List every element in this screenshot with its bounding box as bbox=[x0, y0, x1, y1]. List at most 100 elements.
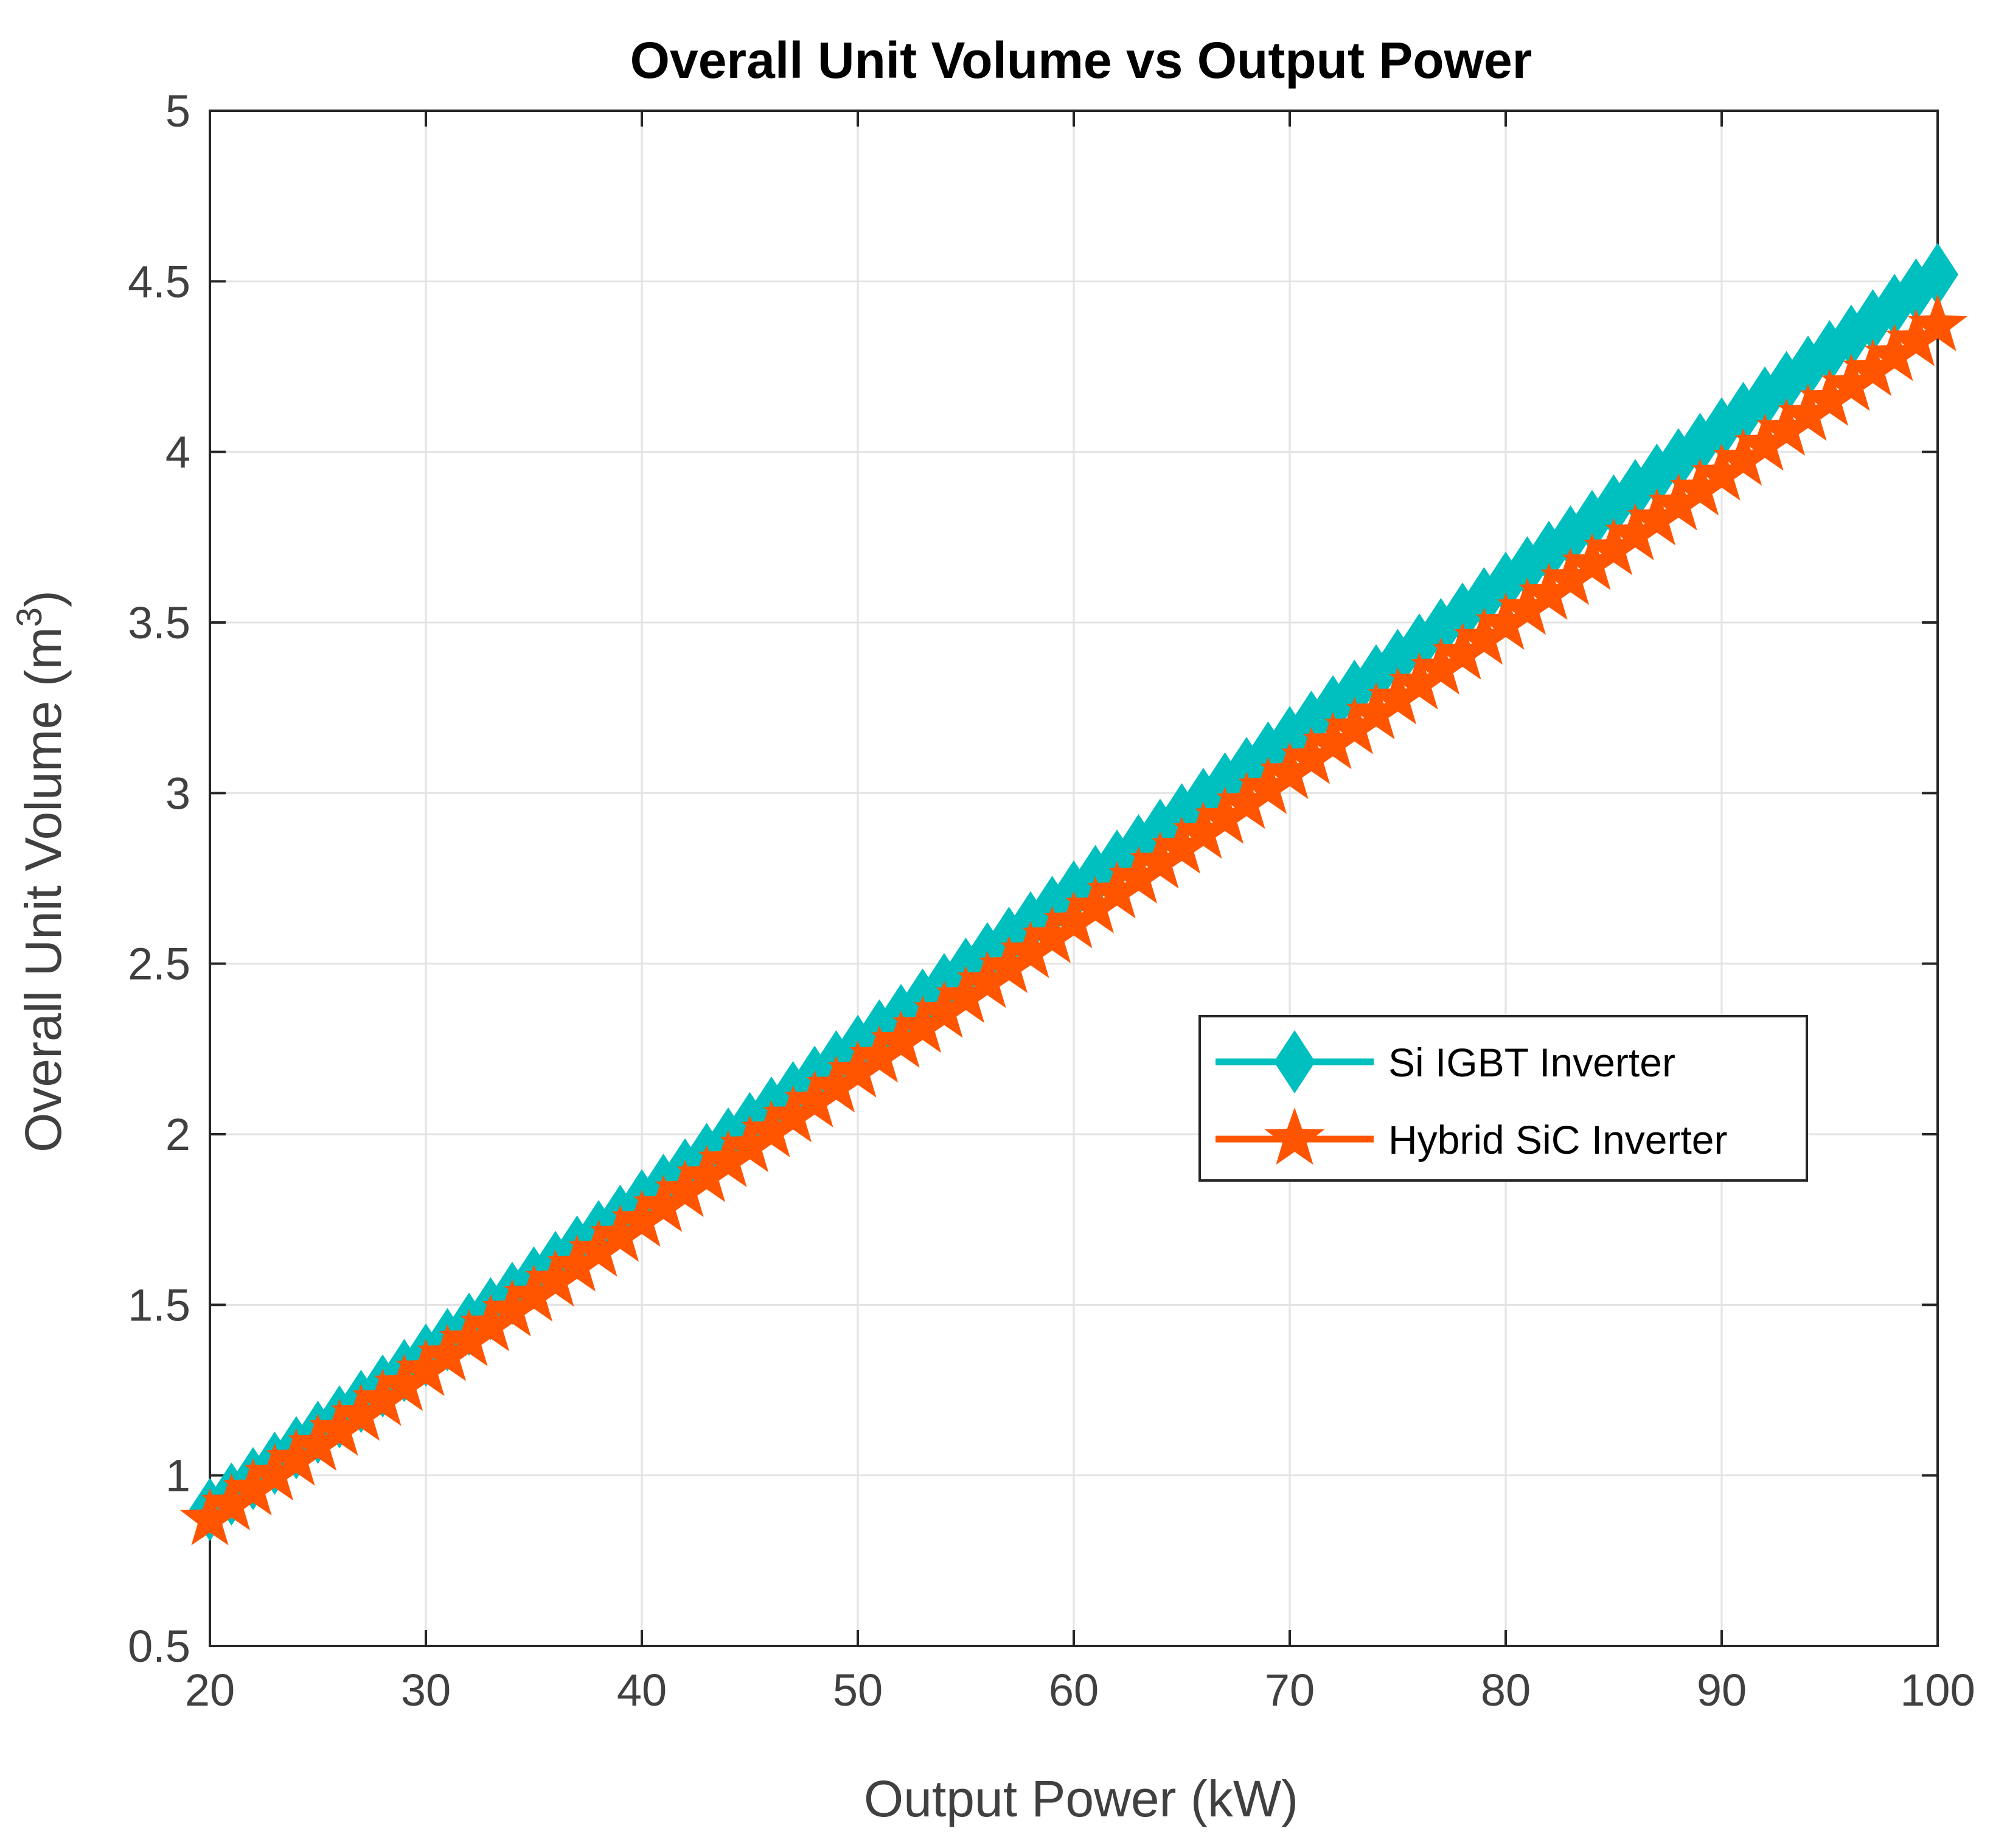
data-point-hybrid-sic bbox=[1843, 338, 1903, 396]
data-point-hybrid-sic bbox=[1886, 309, 1946, 366]
legend-label-si-igbt: Si IGBT Inverter bbox=[1388, 1040, 1675, 1085]
data-point-hybrid-sic bbox=[1497, 577, 1557, 635]
data-point-hybrid-sic bbox=[763, 1085, 823, 1143]
y-tick-label: 2.5 bbox=[128, 939, 190, 989]
data-point-hybrid-sic bbox=[395, 1339, 456, 1396]
data-point-hybrid-sic bbox=[1324, 697, 1385, 755]
chart-title: Overall Unit Volume vs Output Power bbox=[630, 32, 1532, 89]
data-point-hybrid-sic bbox=[720, 1115, 780, 1173]
data-point-hybrid-sic bbox=[352, 1369, 413, 1426]
data-point-hybrid-sic bbox=[633, 1174, 694, 1232]
legend-label-hybrid-sic: Hybrid SiC Inverter bbox=[1388, 1117, 1728, 1162]
data-point-hybrid-sic bbox=[374, 1353, 434, 1411]
data-point-hybrid-sic bbox=[1130, 831, 1191, 889]
data-point-hybrid-sic bbox=[1368, 667, 1428, 725]
data-point-hybrid-sic bbox=[827, 1040, 888, 1098]
data-point-hybrid-sic bbox=[1864, 324, 1925, 382]
data-point-hybrid-sic bbox=[1454, 607, 1514, 665]
y-tick-label: 0.5 bbox=[128, 1621, 190, 1672]
x-tick-label: 100 bbox=[1900, 1665, 1975, 1715]
data-point-hybrid-sic bbox=[1108, 846, 1169, 904]
data-point-hybrid-sic bbox=[1713, 428, 1773, 486]
data-point-hybrid-sic bbox=[1800, 368, 1860, 426]
data-point-hybrid-sic bbox=[1821, 354, 1882, 411]
y-tick-label: 4.5 bbox=[128, 256, 190, 307]
y-tick-label: 2 bbox=[165, 1109, 190, 1160]
data-point-hybrid-sic bbox=[655, 1159, 715, 1217]
data-point-hybrid-sic bbox=[806, 1055, 866, 1113]
y-axis-title-suffix: ) bbox=[15, 590, 72, 607]
x-tick-label: 50 bbox=[833, 1665, 883, 1715]
x-tick-label: 30 bbox=[401, 1665, 451, 1715]
series-hybrid-sic bbox=[179, 294, 1968, 1546]
data-point-hybrid-sic bbox=[309, 1398, 370, 1456]
data-point-hybrid-sic bbox=[288, 1413, 348, 1471]
data-point-hybrid-sic bbox=[1238, 756, 1298, 814]
data-point-hybrid-sic bbox=[461, 1294, 521, 1351]
y-axis-title: Overall Unit Volume (m3) bbox=[10, 590, 72, 1152]
y-tick-label: 4 bbox=[165, 427, 190, 478]
legend-entry-si-igbt: Si IGBT Inverter bbox=[1216, 1030, 1675, 1093]
data-point-hybrid-sic bbox=[1195, 786, 1255, 844]
data-point-hybrid-sic bbox=[266, 1428, 327, 1486]
data-point-hybrid-sic bbox=[1756, 398, 1817, 456]
data-point-hybrid-sic bbox=[201, 1473, 262, 1531]
data-point-hybrid-sic bbox=[1562, 532, 1623, 590]
x-tick-label: 40 bbox=[617, 1665, 667, 1715]
y-tick-label: 3 bbox=[165, 768, 190, 818]
data-point-hybrid-sic bbox=[1627, 488, 1687, 546]
data-point-hybrid-sic bbox=[547, 1234, 607, 1292]
ticks-layer: 20 30 40 50 60 70 80 90 100 0.5 1 1.5 2 2.5 3 3.5 4 4.5 5 bbox=[128, 86, 1975, 1715]
data-point-hybrid-sic bbox=[1432, 622, 1493, 680]
data-point-hybrid-sic bbox=[1000, 921, 1061, 978]
y-tick-label: 3.5 bbox=[128, 598, 190, 648]
data-point-hybrid-sic bbox=[677, 1145, 737, 1202]
x-tick-label: 80 bbox=[1481, 1665, 1531, 1715]
data-point-hybrid-sic bbox=[439, 1309, 499, 1367]
data-point-hybrid-sic bbox=[223, 1458, 283, 1516]
grid-layer bbox=[210, 111, 1938, 1646]
data-point-hybrid-sic bbox=[590, 1204, 650, 1262]
data-point-hybrid-sic bbox=[1043, 891, 1104, 949]
data-point-hybrid-sic bbox=[245, 1443, 305, 1501]
data-point-hybrid-sic bbox=[1346, 682, 1407, 739]
data-point-hybrid-sic bbox=[1216, 772, 1277, 829]
data-point-hybrid-sic bbox=[417, 1323, 478, 1381]
data-point-hybrid-sic bbox=[1411, 637, 1471, 695]
data-point-hybrid-sic bbox=[331, 1383, 391, 1441]
data-point-hybrid-sic bbox=[1022, 905, 1082, 963]
data-point-hybrid-sic bbox=[1152, 816, 1212, 874]
legend-marker-si-igbt bbox=[1274, 1030, 1315, 1093]
data-point-hybrid-sic bbox=[698, 1129, 759, 1187]
data-point-hybrid-sic bbox=[1475, 592, 1536, 650]
y-axis-title-superscript: 3 bbox=[10, 607, 49, 627]
data-point-hybrid-sic bbox=[849, 1025, 910, 1083]
data-point-si-igbt bbox=[1831, 304, 1872, 368]
x-tick-label: 90 bbox=[1697, 1665, 1747, 1715]
x-axis-title: Output Power (kW) bbox=[864, 1770, 1298, 1827]
data-point-hybrid-sic bbox=[525, 1249, 586, 1307]
data-point-si-igbt bbox=[1917, 243, 1958, 307]
legend-marker-hybrid-sic bbox=[1264, 1107, 1325, 1165]
data-point-hybrid-sic bbox=[1670, 458, 1730, 516]
data-point-hybrid-sic bbox=[1540, 548, 1601, 605]
data-point-hybrid-sic bbox=[1259, 742, 1320, 800]
data-point-hybrid-sic bbox=[179, 1488, 240, 1546]
data-point-hybrid-sic bbox=[936, 966, 996, 1023]
data-point-hybrid-sic bbox=[1281, 727, 1341, 784]
data-point-hybrid-sic bbox=[1065, 876, 1125, 933]
y-tick-label: 1.5 bbox=[128, 1280, 190, 1330]
data-point-hybrid-sic bbox=[1648, 473, 1709, 531]
legend: Si IGBT Inverter Hybrid SiC Inverter bbox=[1198, 1015, 1808, 1182]
data-point-hybrid-sic bbox=[1087, 861, 1147, 919]
data-point-hybrid-sic bbox=[914, 980, 975, 1038]
data-point-si-igbt bbox=[1852, 289, 1894, 353]
data-point-hybrid-sic bbox=[1778, 383, 1838, 441]
data-point-hybrid-sic bbox=[568, 1219, 629, 1277]
data-point-hybrid-sic bbox=[741, 1100, 802, 1157]
x-tick-label: 60 bbox=[1049, 1665, 1099, 1715]
data-point-hybrid-sic bbox=[1518, 562, 1579, 620]
